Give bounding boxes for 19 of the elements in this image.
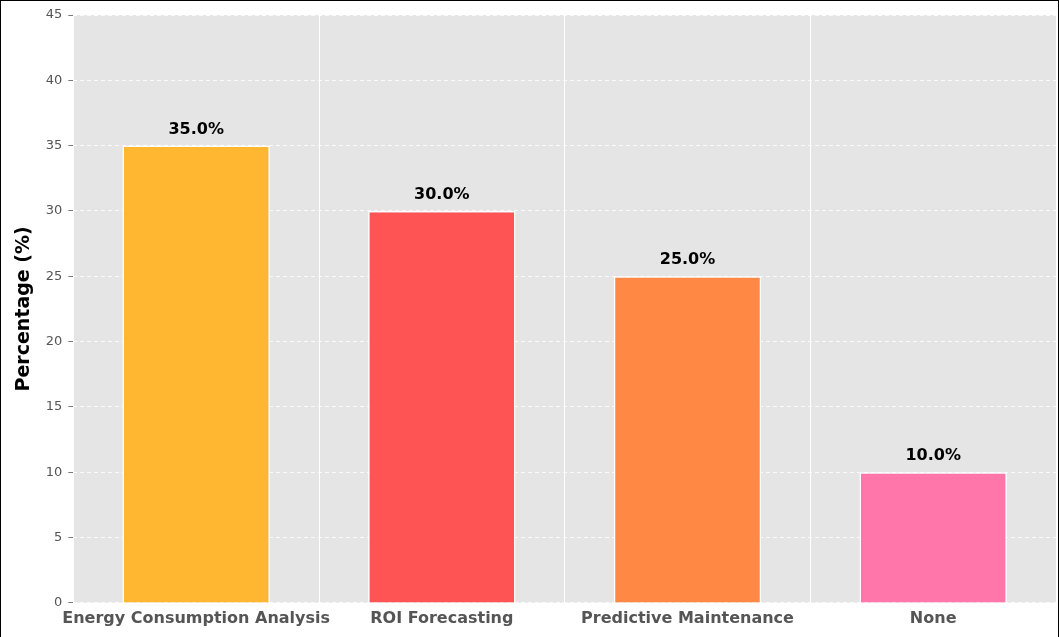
y-tick-label: 10 (45, 463, 63, 479)
y-tick-label: 35 (45, 137, 63, 152)
y-tick-label: 45 (45, 6, 63, 22)
data-label: 10.0% (905, 445, 961, 465)
y-tick-label: 0 (54, 594, 63, 610)
x-tick-label: None (909, 607, 957, 627)
data-label: 35.0% (168, 118, 224, 138)
data-label: 30.0% (414, 184, 470, 204)
y-tick-label: 30 (45, 202, 63, 218)
y-tick-label: 15 (45, 398, 63, 414)
y-tick-label: 5 (54, 528, 63, 544)
x-tick-label: Predictive Maintenance (581, 607, 795, 627)
y-axis-title: Percentage (%) (11, 226, 34, 392)
y-tick-label: 40 (45, 71, 63, 87)
y-tick-label: 25 (45, 267, 63, 283)
data-label: 25.0% (659, 249, 716, 269)
x-tick-label: Energy Consumption Analysis (62, 607, 331, 627)
y-tick-label: 20 (45, 332, 63, 348)
x-tick-label: ROI Forecasting (370, 607, 514, 627)
